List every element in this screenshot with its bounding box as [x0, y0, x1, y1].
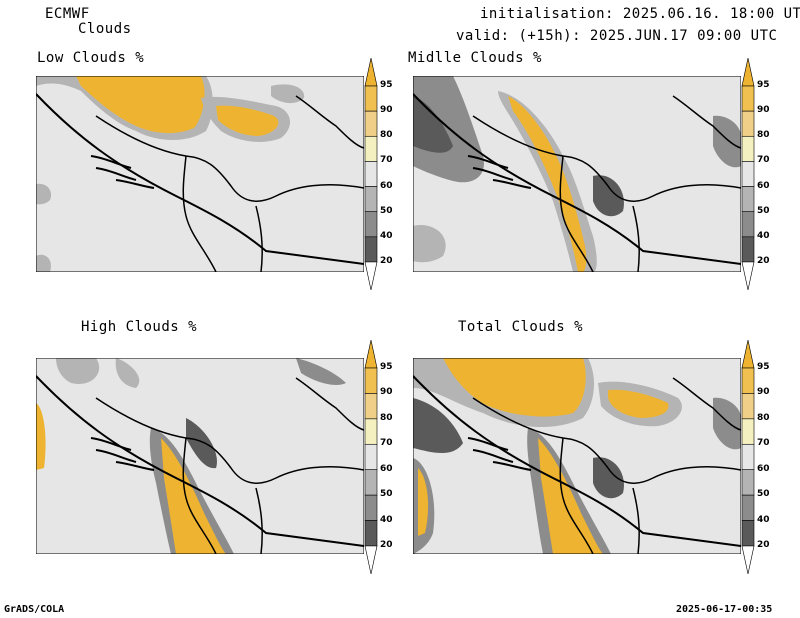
colorbar-box: [741, 494, 755, 521]
colorbar-level-label: 20: [757, 540, 770, 550]
colorbar-level-label: 95: [380, 80, 393, 90]
colorbar-level-label: 80: [757, 412, 770, 423]
colorbar-box: [741, 161, 755, 187]
colorbar-box: [741, 393, 755, 420]
colorbar-level-label: 90: [757, 105, 770, 116]
panel-title-total: Total Clouds %: [458, 319, 584, 335]
colorbar-level-label: 95: [757, 362, 770, 372]
colorbar-level-label: 90: [380, 387, 393, 398]
colorbar-box: [741, 211, 755, 238]
colorbar-level-label: 20: [757, 256, 770, 266]
colorbar-level-label: 50: [757, 489, 770, 500]
colorbar-box: [364, 520, 378, 547]
colorbar-bottom-triangle: [741, 545, 755, 574]
panel-title-mid: Midlle Clouds %: [408, 50, 542, 66]
colorbar-box: [741, 85, 755, 112]
colorbar-level-label: 60: [380, 180, 393, 191]
colorbar-box: [364, 85, 378, 112]
colorbar-box: [741, 135, 755, 162]
colorbar-level-label: 60: [757, 463, 770, 474]
colorbar-svg: [741, 340, 755, 574]
colorbar-level-label: 40: [380, 514, 393, 525]
colorbar-bottom-triangle: [364, 261, 378, 290]
map-total-clouds: [413, 358, 741, 554]
colorbar-box: [364, 367, 378, 394]
model-label: ECMWF: [45, 6, 90, 22]
colorbar-box: [741, 469, 755, 496]
colorbar-box: [741, 186, 755, 213]
product-label: Clouds: [78, 21, 132, 37]
colorbar-level-label: 60: [757, 180, 770, 191]
colorbar-bottom-triangle: [364, 545, 378, 574]
colorbar-level-label: 90: [757, 387, 770, 398]
panel-title-high: High Clouds %: [81, 319, 198, 335]
colorbar-level-label: 20: [380, 256, 393, 266]
colorbar-level-label: 40: [380, 230, 393, 241]
init-time: initialisation: 2025.06.16. 18:00 UTC: [480, 6, 800, 22]
footer-left: GrADS/COLA: [4, 604, 65, 615]
colorbar-level-label: 70: [757, 155, 770, 166]
colorbar-total: 95 90 80 70 60 50 40 20: [741, 340, 781, 574]
colorbar-svg: [741, 58, 755, 290]
valid-time: valid: (+15h): 2025.JUN.17 09:00 UTC: [456, 28, 778, 44]
colorbar-level-label: 20: [380, 540, 393, 550]
colorbar-box: [364, 418, 378, 445]
map-middle-clouds: [413, 76, 741, 272]
colorbar-level-label: 80: [380, 130, 393, 141]
colorbar-top-triangle: [364, 340, 378, 369]
colorbar-box: [364, 236, 378, 263]
colorbar-box: [741, 367, 755, 394]
colorbar-level-label: 40: [757, 514, 770, 525]
panel-title-low: Low Clouds %: [37, 50, 145, 66]
map-low-clouds: [36, 76, 364, 272]
colorbar-high: 95 90 80 70 60 50 40 20: [364, 340, 404, 574]
colorbar-box: [741, 236, 755, 263]
colorbar-svg: [364, 58, 378, 290]
colorbar-top-triangle: [741, 58, 755, 87]
colorbar-top-triangle: [741, 340, 755, 369]
colorbar-level-label: 80: [757, 130, 770, 141]
colorbar-box: [364, 494, 378, 521]
colorbar-level-label: 70: [380, 438, 393, 449]
colorbar-level-label: 95: [757, 80, 770, 90]
colorbar-bottom-triangle: [741, 261, 755, 290]
colorbar-svg: [364, 340, 378, 574]
footer-right: 2025-06-17-00:35: [676, 604, 773, 615]
colorbar-box: [364, 393, 378, 420]
colorbar-box: [364, 135, 378, 162]
colorbar-level-label: 60: [380, 463, 393, 474]
colorbar-box: [741, 110, 755, 137]
colorbar-level-label: 70: [380, 155, 393, 166]
colorbar-box: [741, 418, 755, 445]
colorbar-level-label: 70: [757, 438, 770, 449]
colorbar-level-label: 40: [757, 230, 770, 241]
map-high-clouds: [36, 358, 364, 554]
colorbar-top-triangle: [364, 58, 378, 87]
colorbar-level-label: 80: [380, 412, 393, 423]
colorbar-box: [364, 469, 378, 496]
colorbar-box: [364, 443, 378, 471]
colorbar-box: [364, 211, 378, 238]
colorbar-box: [741, 520, 755, 547]
colorbar-level-label: 50: [757, 205, 770, 216]
colorbar-box: [741, 443, 755, 471]
colorbar-level-label: 90: [380, 105, 393, 116]
colorbar-level-label: 50: [380, 489, 393, 500]
colorbar-level-label: 95: [380, 362, 393, 372]
colorbar-low: 95 90 80 70 60 50 40 20: [364, 58, 404, 290]
colorbar-box: [364, 110, 378, 137]
colorbar-box: [364, 186, 378, 213]
colorbar-mid: 95 90 80 70 60 50 40 20: [741, 58, 781, 290]
colorbar-level-label: 50: [380, 205, 393, 216]
colorbar-box: [364, 161, 378, 187]
